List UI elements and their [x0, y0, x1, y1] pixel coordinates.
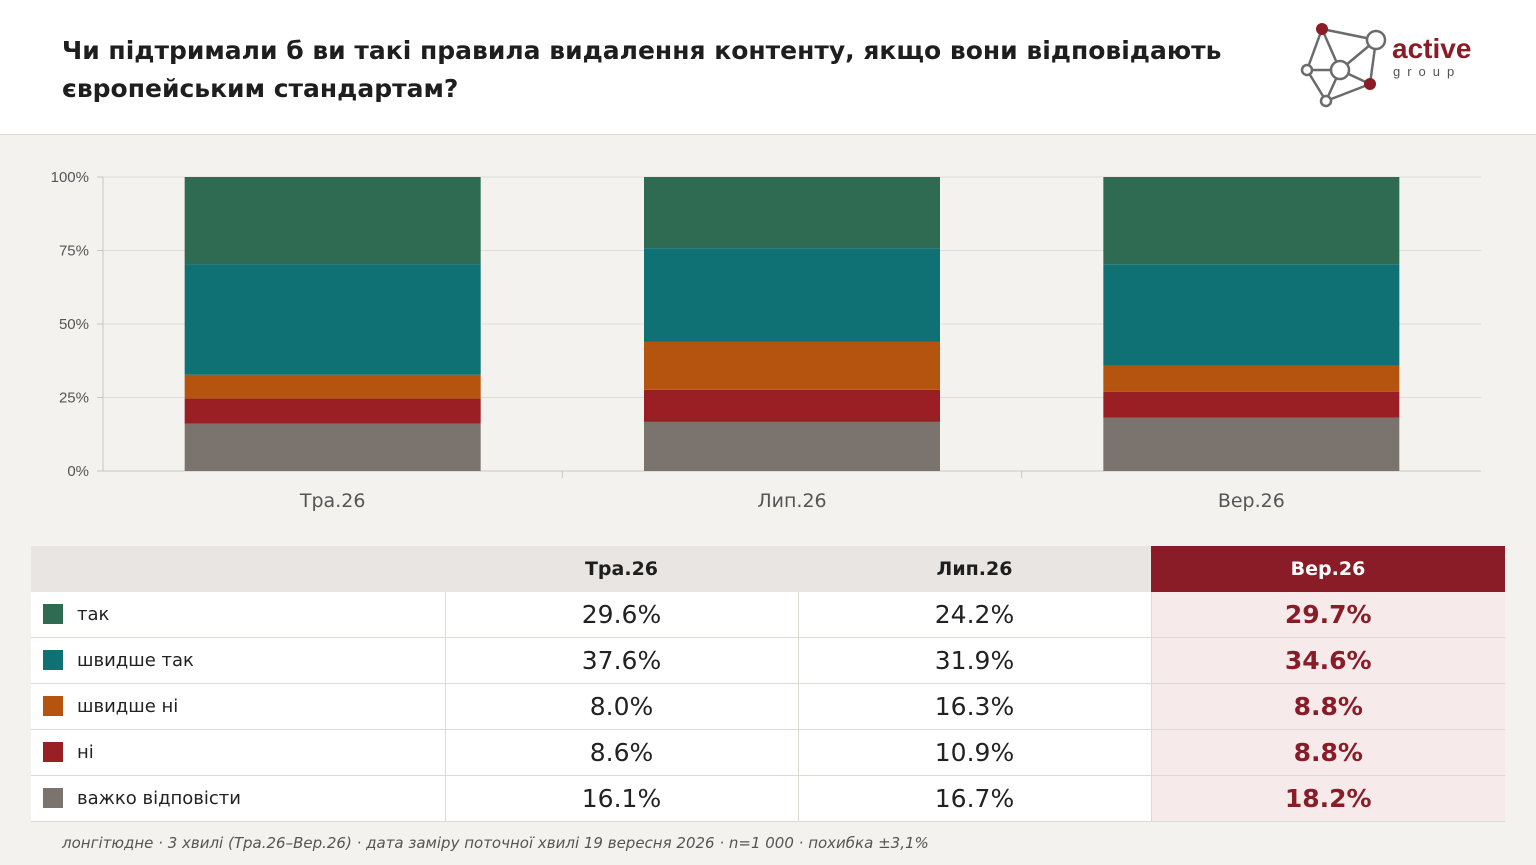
legend-swatch: [43, 604, 63, 624]
table-cell-highlighted: 29.7%: [1150, 592, 1505, 638]
page-title: Чи підтримали б ви такі правила видаленн…: [62, 36, 1222, 103]
bar-segment: [184, 423, 481, 471]
bar-segment: [184, 398, 481, 424]
table-row: важко відповісти 16.1% 16.7% 18.2%: [31, 775, 1505, 822]
svg-text:active: active: [1392, 33, 1471, 64]
y-tick-label: 75%: [59, 243, 89, 260]
active-group-logo: active group: [1300, 23, 1471, 108]
y-tick-label: 50%: [59, 316, 89, 333]
row-label: так: [31, 592, 445, 638]
y-tick-label: 0%: [67, 463, 89, 480]
legend-swatch: [43, 742, 63, 762]
table-cell: 37.6%: [444, 637, 798, 684]
bar-segment: [1103, 177, 1400, 265]
bar-segment: [644, 389, 940, 422]
table-cell: 16.1%: [444, 775, 798, 822]
bar-segment: [644, 248, 940, 342]
data-table: Тра.26 Лип.26 Вер.26 так 29.6% 24.2% 29.…: [31, 546, 1505, 822]
table-header-row: Тра.26 Лип.26 Вер.26: [31, 546, 1505, 592]
table-cell-highlighted: 34.6%: [1150, 637, 1505, 684]
table-cell: 8.6%: [444, 729, 798, 776]
row-label-text: важко відповісти: [77, 788, 241, 809]
table-row: так 29.6% 24.2% 29.7%: [31, 592, 1505, 638]
table-row: швидше ні 8.0% 16.3% 8.8%: [31, 683, 1505, 730]
row-label-text: ні: [77, 742, 94, 763]
row-label-text: так: [77, 604, 110, 625]
legend-swatch: [43, 788, 63, 808]
y-tick-label: 25%: [59, 390, 89, 407]
table-cell: 24.2%: [797, 592, 1151, 638]
bar-segment: [1103, 264, 1400, 366]
legend-swatch: [43, 650, 63, 670]
table-corner-header: [31, 546, 445, 592]
row-label: швидше так: [31, 637, 445, 684]
stacked-bar-chart: 100% 75% 50% 25% 0% Тра.26 Лип.26 Вер.26: [51, 169, 1481, 512]
table-cell: 16.7%: [797, 775, 1151, 822]
bar-segment: [644, 421, 940, 471]
bar-segment: [184, 264, 481, 375]
table-cell: 29.6%: [444, 592, 798, 638]
row-label: швидше ні: [31, 683, 445, 730]
table-cell: 31.9%: [797, 637, 1151, 684]
table-row: ні 8.6% 10.9% 8.8%: [31, 729, 1505, 776]
y-tick-label: 100%: [51, 169, 89, 186]
bar-segment: [184, 177, 481, 265]
bar-segment: [184, 374, 481, 399]
bar-segment: [644, 177, 940, 249]
svg-text:group: group: [1393, 64, 1461, 79]
footnote: лонгітюдне · 3 хвилі (Тра.26–Вер.26) · д…: [62, 834, 929, 852]
bar-segment: [1103, 365, 1400, 392]
table-cell: 16.3%: [797, 683, 1151, 730]
header: Чи підтримали б ви такі правила видаленн…: [0, 0, 1536, 135]
row-label: важко відповісти: [31, 775, 445, 822]
row-label: ні: [31, 729, 445, 776]
table-cell: 8.0%: [444, 683, 798, 730]
bar-segment: [1103, 391, 1400, 418]
table-cell: 10.9%: [797, 729, 1151, 776]
row-label-text: швидше ні: [77, 696, 179, 717]
x-tick-label: Лип.26: [757, 490, 826, 512]
bar-segment: [1103, 417, 1400, 471]
column-header: Лип.26: [798, 546, 1151, 592]
x-tick-label: Вер.26: [1218, 490, 1285, 512]
bar-segment: [644, 341, 940, 390]
legend-swatch: [43, 696, 63, 716]
table-cell-highlighted: 8.8%: [1150, 683, 1505, 730]
table-cell-highlighted: 8.8%: [1150, 729, 1505, 776]
row-label-text: швидше так: [77, 650, 194, 671]
x-tick-label: Тра.26: [299, 490, 366, 512]
column-header: Тра.26: [445, 546, 798, 592]
column-header-highlighted: Вер.26: [1151, 546, 1505, 592]
table-row: швидше так 37.6% 31.9% 34.6%: [31, 637, 1505, 684]
table-cell-highlighted: 18.2%: [1150, 775, 1505, 822]
